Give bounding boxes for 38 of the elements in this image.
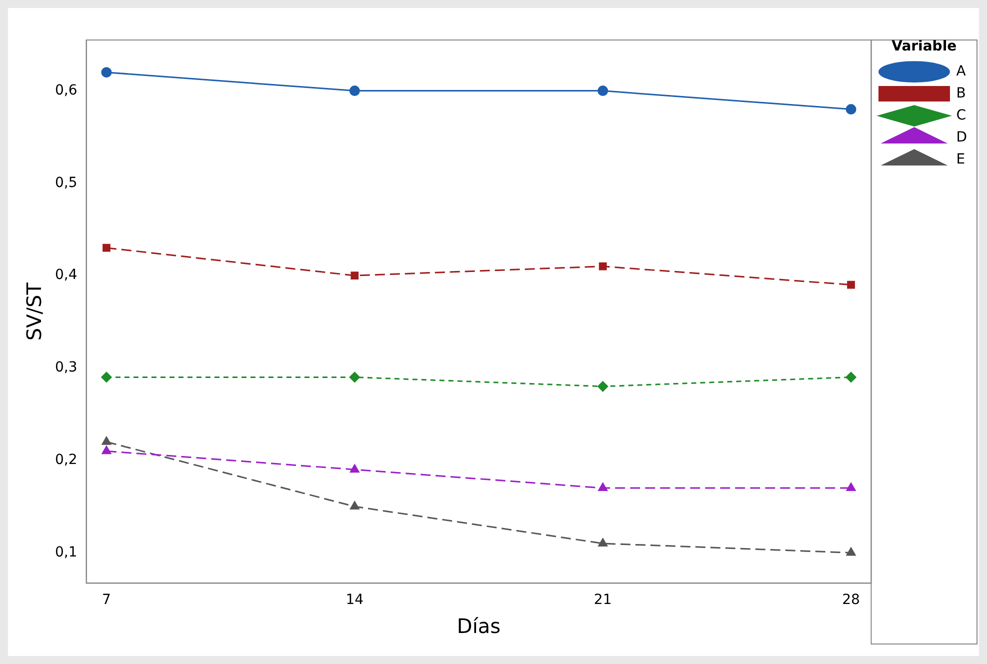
point <box>350 464 360 473</box>
point <box>847 280 855 289</box>
y-axis-title: SV/ST <box>22 282 46 341</box>
point <box>102 244 110 252</box>
legend-label: C <box>956 107 966 124</box>
point <box>102 436 112 445</box>
point <box>846 104 856 115</box>
x-tick-label: 21 <box>594 592 612 608</box>
y-tick-label: 0,4 <box>55 267 78 284</box>
point <box>349 372 360 382</box>
point <box>598 538 608 546</box>
x-axis-title: Días <box>456 614 501 638</box>
x-tick-label: 7 <box>102 592 111 608</box>
point <box>598 482 608 492</box>
point <box>846 372 856 382</box>
point <box>101 67 112 78</box>
legend-label: D <box>956 129 967 146</box>
y-tick-label: 0,2 <box>55 452 78 468</box>
point <box>101 372 112 382</box>
point <box>349 86 360 96</box>
point <box>598 381 608 392</box>
point <box>846 482 856 492</box>
point <box>102 446 112 454</box>
legend-label: A <box>956 63 966 80</box>
y-tick-label: 0,3 <box>55 360 78 376</box>
legend-label: B <box>956 85 966 102</box>
legend-label: E <box>956 151 966 168</box>
point <box>350 272 359 280</box>
point <box>350 501 360 510</box>
x-tick-label: 28 <box>842 592 860 608</box>
point <box>598 86 608 96</box>
point <box>598 262 607 270</box>
point <box>846 547 856 556</box>
x-tick-label: 14 <box>346 592 364 608</box>
y-tick-label: 0,5 <box>55 174 78 191</box>
y-tick-label: 0,1 <box>55 544 78 560</box>
y-tick-label: 0,6 <box>55 82 78 98</box>
legend-title: Variable <box>892 38 957 55</box>
